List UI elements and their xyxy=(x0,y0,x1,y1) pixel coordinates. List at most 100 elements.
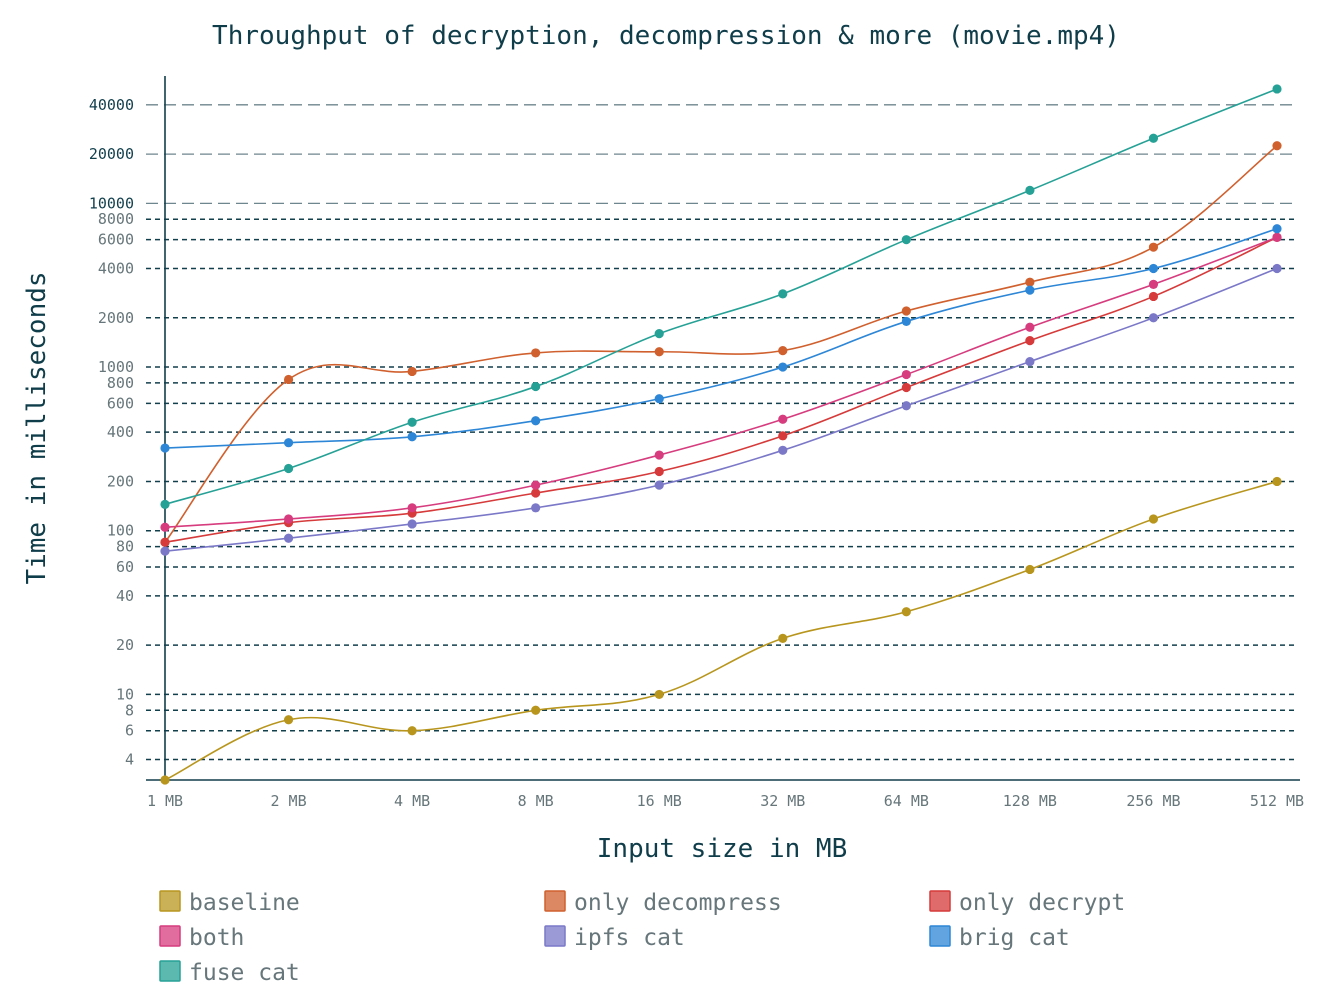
legend-item-ipfs-cat[interactable]: ipfs cat xyxy=(544,925,685,951)
legend-label: ipfs cat xyxy=(574,925,685,951)
legend-item-only-decompress[interactable]: only decompress xyxy=(544,890,782,916)
legend-item-both[interactable]: both xyxy=(159,925,244,951)
data-point-only-decrypt xyxy=(901,382,911,393)
data-point-baseline xyxy=(407,726,417,736)
y-tick-label: 10 xyxy=(116,685,134,703)
y-tick-label: 4 xyxy=(125,751,134,769)
x-axis-title: Input size in MB xyxy=(597,834,847,864)
data-point-only-decrypt xyxy=(1025,336,1035,346)
x-tick-label: 64 MB xyxy=(884,792,929,810)
legend-swatch xyxy=(159,960,181,982)
series-points xyxy=(160,84,1282,785)
data-point-baseline xyxy=(1148,514,1159,524)
series-line-both xyxy=(164,236,1278,529)
y-tick-label: 400 xyxy=(107,423,134,441)
data-point-fuse-cat xyxy=(1148,133,1159,143)
data-point-only-decrypt xyxy=(778,431,788,441)
data-point-both xyxy=(654,450,664,460)
data-point-both xyxy=(160,522,170,532)
data-point-ipfs-cat xyxy=(283,533,294,543)
y-tick-label: 20000 xyxy=(89,145,134,163)
data-point-baseline xyxy=(160,775,170,785)
series-line-ipfs-cat xyxy=(164,267,1278,552)
legend-swatch xyxy=(159,890,181,912)
x-tick-labels: 1 MB 2 MB 4 MB 8 MB 16 MB 32 MB 64 MB 128 MB 256… xyxy=(147,792,1304,810)
data-point-ipfs-cat xyxy=(1025,356,1035,367)
data-point-ipfs-cat xyxy=(1272,263,1282,274)
data-point-baseline xyxy=(901,607,911,617)
data-point-both xyxy=(778,414,788,424)
legend-item-only-decrypt[interactable]: only decrypt xyxy=(929,890,1125,916)
series-line-only-decrypt xyxy=(164,236,1278,544)
data-point-only-decrypt xyxy=(1148,291,1159,302)
data-point-ipfs-cat xyxy=(901,401,911,411)
legend-swatch xyxy=(544,890,566,912)
series-line-baseline xyxy=(164,480,1278,781)
data-point-brig-cat xyxy=(1148,263,1159,274)
data-point-fuse-cat xyxy=(531,381,541,392)
x-tick-label: 4 MB xyxy=(394,792,430,810)
y-tick-label: 8000 xyxy=(98,210,134,228)
y-tick-label: 200 xyxy=(107,472,134,490)
x-tick-label: 2 MB xyxy=(270,792,306,810)
legend-swatch xyxy=(929,925,951,947)
data-point-ipfs-cat xyxy=(531,503,541,513)
y-tick-label: 20 xyxy=(116,636,134,654)
data-point-fuse-cat xyxy=(1272,84,1282,94)
legend: baseline only decompress only decrypt both i… xyxy=(159,890,1125,986)
y-tick-label: 600 xyxy=(107,394,134,412)
data-point-ipfs-cat xyxy=(407,519,417,529)
legend-swatch xyxy=(159,925,181,947)
x-tick-label: 8 MB xyxy=(518,792,554,810)
data-point-both xyxy=(1025,322,1035,332)
legend-label: both xyxy=(189,925,244,951)
series-lines xyxy=(164,88,1278,781)
data-point-both xyxy=(283,514,294,524)
data-point-fuse-cat xyxy=(654,329,664,339)
axes xyxy=(146,76,1300,781)
data-point-ipfs-cat xyxy=(778,445,788,455)
data-point-fuse-cat xyxy=(901,235,911,245)
legend-label: fuse cat xyxy=(189,960,300,986)
data-point-brig-cat xyxy=(654,394,664,404)
data-point-brig-cat xyxy=(283,438,294,448)
legend-item-baseline[interactable]: baseline xyxy=(159,890,300,916)
data-point-both xyxy=(1148,279,1159,289)
data-point-ipfs-cat xyxy=(160,546,170,556)
series-line-brig-cat xyxy=(164,227,1278,449)
x-tick-label: 1 MB xyxy=(147,792,183,810)
data-point-brig-cat xyxy=(1272,224,1282,234)
legend-item-brig-cat[interactable]: brig cat xyxy=(929,925,1070,951)
data-point-baseline xyxy=(1272,476,1282,487)
legend-swatch xyxy=(929,890,951,912)
series-line-only-decompress xyxy=(164,145,1278,543)
data-point-both xyxy=(407,503,417,513)
legend-label: baseline xyxy=(189,890,300,916)
legend-label: only decompress xyxy=(574,890,782,916)
x-tick-label: 256 MB xyxy=(1126,792,1180,810)
data-point-only-decompress xyxy=(531,348,541,358)
legend-item-fuse-cat[interactable]: fuse cat xyxy=(159,960,300,986)
y-tick-label: 80 xyxy=(116,538,134,556)
data-point-only-decrypt xyxy=(160,537,170,547)
data-point-only-decrypt xyxy=(531,488,541,498)
data-point-brig-cat xyxy=(531,416,541,426)
y-tick-label: 100 xyxy=(107,522,134,540)
y-tick-label: 800 xyxy=(107,374,134,392)
data-point-only-decompress xyxy=(1025,277,1035,287)
y-tick-label: 1000 xyxy=(98,358,134,376)
data-point-baseline xyxy=(778,633,788,643)
x-tick-label: 16 MB xyxy=(637,792,682,810)
y-gridlines xyxy=(146,104,1295,761)
data-point-fuse-cat xyxy=(1025,185,1035,196)
y-tick-label: 6 xyxy=(125,722,134,740)
y-tick-label: 40 xyxy=(116,587,134,605)
y-tick-label: 60 xyxy=(116,558,134,576)
y-axis-title: Time in milliseconds xyxy=(22,271,52,584)
legend-swatch xyxy=(544,925,566,947)
data-point-fuse-cat xyxy=(160,499,170,509)
data-point-fuse-cat xyxy=(407,417,417,427)
y-tick-label: 10000 xyxy=(89,194,134,212)
data-point-brig-cat xyxy=(160,443,170,453)
data-point-fuse-cat xyxy=(778,289,788,299)
